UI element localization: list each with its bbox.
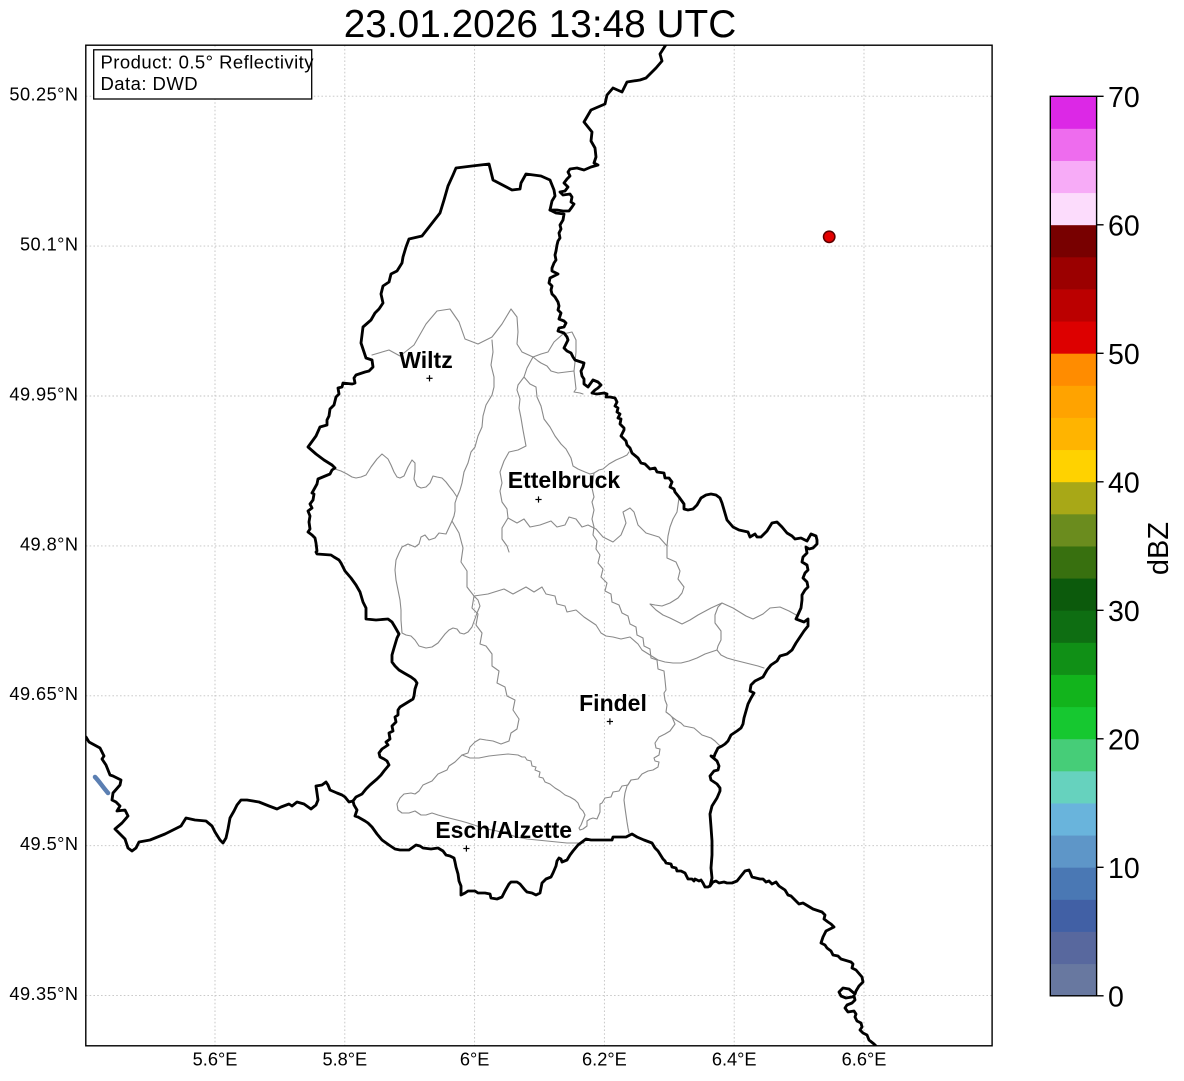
svg-text:6°E: 6°E [460, 1050, 490, 1070]
svg-text:0: 0 [1108, 981, 1124, 1013]
svg-text:Findel: Findel [579, 690, 647, 716]
svg-text:23.01.2026 13:48 UTC: 23.01.2026 13:48 UTC [344, 3, 737, 46]
svg-text:Data: DWD: Data: DWD [101, 73, 199, 94]
svg-text:6.4°E: 6.4°E [712, 1050, 757, 1070]
svg-text:49.35°N: 49.35°N [9, 984, 78, 1004]
svg-text:40: 40 [1108, 467, 1140, 499]
svg-text:6.6°E: 6.6°E [842, 1050, 887, 1070]
svg-text:49.65°N: 49.65°N [9, 684, 78, 704]
svg-text:6.2°E: 6.2°E [582, 1050, 627, 1070]
svg-text:50: 50 [1108, 339, 1140, 371]
svg-text:50.25°N: 50.25°N [9, 85, 78, 105]
svg-text:30: 30 [1108, 596, 1140, 628]
svg-text:50.1°N: 50.1°N [20, 235, 79, 255]
svg-text:Wiltz: Wiltz [399, 347, 452, 373]
svg-text:49.95°N: 49.95°N [9, 384, 78, 404]
svg-text:10: 10 [1108, 853, 1140, 885]
svg-text:49.5°N: 49.5°N [20, 834, 79, 854]
svg-text:60: 60 [1108, 210, 1140, 242]
svg-text:dBZ: dBZ [1143, 522, 1175, 575]
svg-text:5.6°E: 5.6°E [193, 1050, 238, 1070]
svg-text:70: 70 [1108, 82, 1140, 114]
svg-text:49.8°N: 49.8°N [20, 534, 79, 554]
svg-text:Product: 0.5° Reflectivity: Product: 0.5° Reflectivity [101, 52, 315, 73]
svg-text:Ettelbruck: Ettelbruck [508, 467, 621, 493]
svg-text:20: 20 [1108, 724, 1140, 756]
svg-text:5.8°E: 5.8°E [322, 1050, 367, 1070]
svg-text:Esch/Alzette: Esch/Alzette [435, 817, 572, 843]
